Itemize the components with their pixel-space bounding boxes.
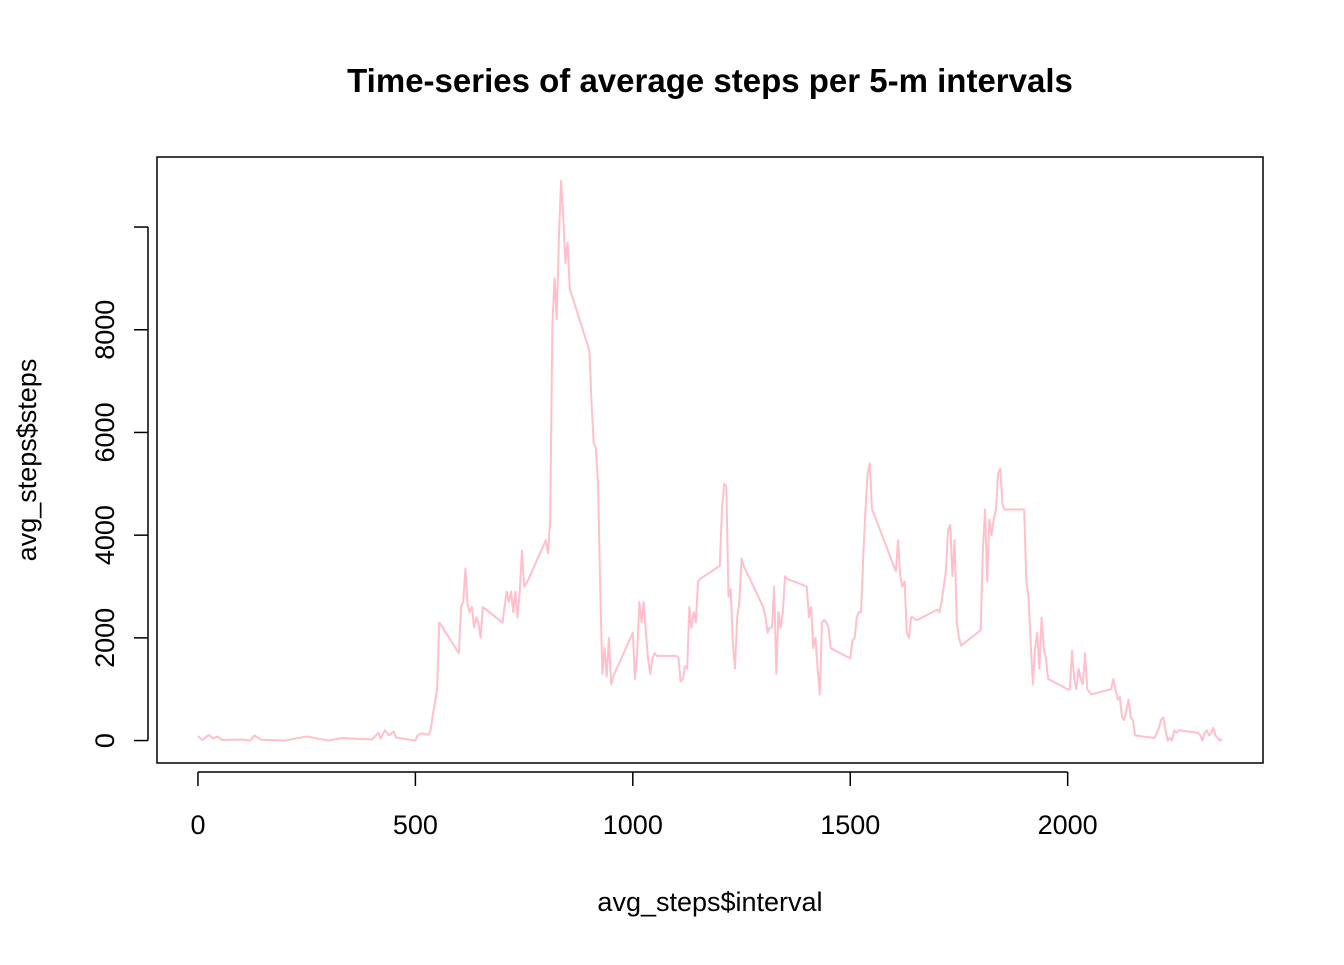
y-tick-label: 2000	[90, 608, 120, 668]
x-tick-label: 2000	[1038, 810, 1098, 840]
x-axis-label: avg_steps$interval	[597, 887, 822, 917]
chart-title: Time-series of average steps per 5-m int…	[347, 62, 1073, 99]
x-tick-label: 1500	[820, 810, 880, 840]
x-tick-label: 1000	[603, 810, 663, 840]
data-line	[197, 179, 1223, 742]
x-tick-label: 0	[190, 810, 205, 840]
y-tick-label: 6000	[90, 402, 120, 462]
y-tick-label: 4000	[90, 505, 120, 565]
x-tick-label: 500	[393, 810, 438, 840]
plot-box	[156, 156, 1264, 764]
y-axis-label: avg_steps$steps	[12, 359, 42, 562]
y-tick-label: 8000	[90, 300, 120, 360]
y-tick-label: 0	[90, 733, 120, 748]
